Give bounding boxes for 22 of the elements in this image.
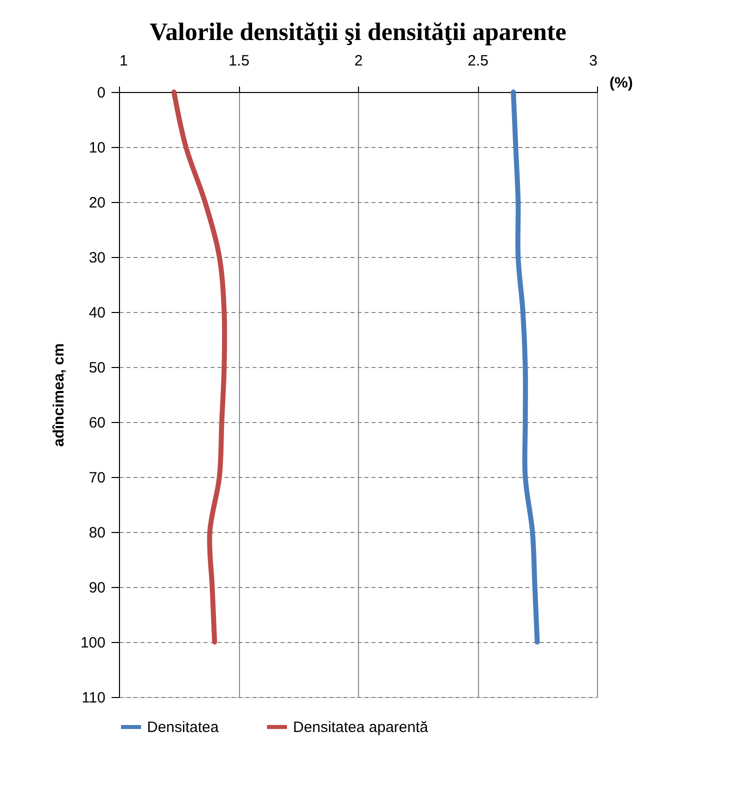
y-tick-label: 20 (88, 194, 106, 212)
y-tick-label: 60 (88, 414, 106, 432)
x-axis-title: (%) (610, 74, 633, 92)
y-tick-label: 30 (88, 250, 106, 266)
y-axis-title: adîncimea, cm (50, 343, 68, 447)
x-tick-label: 3 (589, 52, 598, 70)
chart-title: Valorile densităţii şi densităţii aparente (150, 19, 566, 46)
x-tick-label: 1.5 (228, 52, 250, 70)
y-tick-label: 90 (88, 580, 106, 596)
legend-label: Densitatea (147, 719, 220, 736)
y-tick-label: 40 (88, 304, 106, 322)
y-tick-label: 10 (88, 140, 106, 156)
y-tick-label: 70 (88, 470, 106, 486)
x-tick-label: 1 (120, 52, 128, 70)
y-tick-label: 0 (97, 84, 106, 102)
x-tick-label: 2.5 (468, 52, 488, 70)
y-tick-label: 50 (88, 360, 106, 376)
y-tick-label: 100 (80, 634, 106, 652)
x-tick-label: 2 (354, 52, 363, 70)
y-tick-label: 110 (82, 690, 106, 706)
y-tick-label: 80 (88, 524, 106, 542)
legend-label: Densitatea aparentă (293, 719, 429, 736)
